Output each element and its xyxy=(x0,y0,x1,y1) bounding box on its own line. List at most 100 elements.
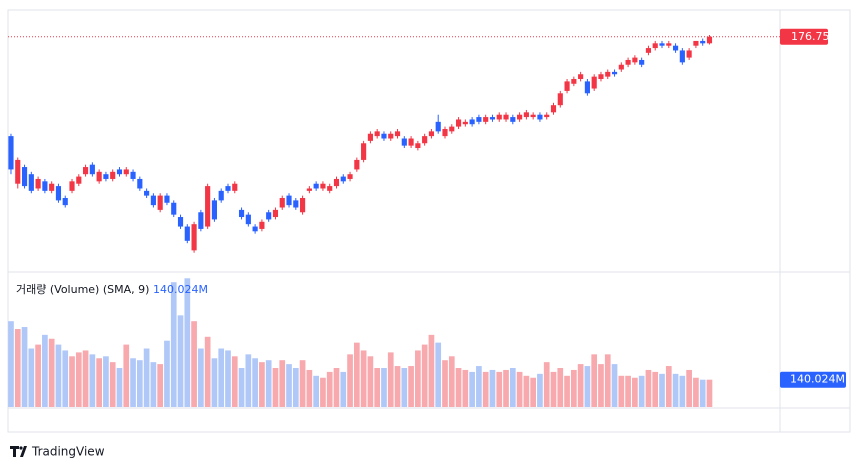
volume-bar xyxy=(374,367,381,407)
volume-bar xyxy=(204,336,211,407)
candle-body xyxy=(28,174,34,191)
candle-body xyxy=(449,126,455,132)
candle-body xyxy=(354,159,360,170)
candle-body xyxy=(659,43,665,46)
volume-bar xyxy=(577,364,584,407)
volume-bar xyxy=(598,364,604,407)
volume-bar xyxy=(503,369,509,407)
volume-bar xyxy=(699,379,706,407)
candle-body xyxy=(130,171,136,179)
candle-body xyxy=(333,178,340,187)
candle-body xyxy=(591,76,597,89)
brand: TradingView xyxy=(31,445,105,459)
candle-body xyxy=(211,200,218,220)
volume-bar xyxy=(245,354,252,407)
volume-bar xyxy=(686,369,692,407)
candle-body xyxy=(96,171,102,182)
candle-body xyxy=(103,174,109,179)
volume-bar xyxy=(428,334,435,407)
volume-bar xyxy=(347,354,353,407)
candle-body xyxy=(279,197,285,208)
volume-bar xyxy=(611,364,618,407)
volume-bar xyxy=(625,375,631,407)
volume-badge-label: 140.024M xyxy=(790,373,845,386)
volume-bar xyxy=(496,371,503,407)
volume-bar xyxy=(381,367,387,407)
volume-bar xyxy=(326,371,333,407)
volume-bar xyxy=(130,358,136,407)
volume-bar xyxy=(123,344,130,407)
volume-bar xyxy=(706,379,713,407)
candle-body xyxy=(171,202,177,215)
candle-body xyxy=(435,121,441,132)
volume-bar xyxy=(632,377,638,407)
volume-bar xyxy=(55,344,62,407)
volume-bar xyxy=(659,373,665,407)
volume-bar xyxy=(530,377,537,407)
volume-bar xyxy=(550,371,557,407)
volume-bar xyxy=(184,278,191,407)
candle-body xyxy=(306,188,312,191)
candle-body xyxy=(49,183,55,191)
candle-body xyxy=(42,181,48,191)
volume-bar xyxy=(28,348,35,407)
volume-bar xyxy=(259,362,265,407)
candle-body xyxy=(510,117,516,122)
volume-bar xyxy=(48,338,55,407)
volume-bar xyxy=(198,348,204,407)
volume-bar xyxy=(638,375,645,407)
candle-body xyxy=(611,71,618,75)
candle-body xyxy=(496,114,502,120)
volume-bar xyxy=(489,369,496,407)
candle-body xyxy=(455,119,462,127)
volume-bar xyxy=(299,360,306,407)
candle-body xyxy=(116,169,123,175)
volume-bar xyxy=(157,364,164,407)
volume-bar xyxy=(476,366,482,407)
candle-body xyxy=(21,167,28,187)
volume-bar xyxy=(442,360,448,407)
volume-bar xyxy=(415,350,421,407)
volume-bar xyxy=(482,371,489,407)
candle-body xyxy=(598,74,604,80)
candle-body xyxy=(361,143,367,160)
last-price-label: 176.75 xyxy=(791,30,830,43)
volume-bar xyxy=(82,350,89,407)
volume-bar xyxy=(333,367,340,407)
candle-body xyxy=(469,119,475,125)
volume-bar xyxy=(387,352,394,407)
volume-bar xyxy=(618,375,625,407)
candle-body xyxy=(374,131,380,137)
volume-bar xyxy=(421,344,428,407)
volume-bar xyxy=(570,369,577,407)
candle-body xyxy=(517,114,523,120)
volume-bar xyxy=(69,356,75,407)
candle-body xyxy=(564,81,570,91)
candle-body xyxy=(618,64,624,70)
candle-body xyxy=(259,221,265,229)
candle-body xyxy=(584,81,590,94)
volume-bar xyxy=(462,369,469,407)
volume-bar xyxy=(191,321,197,407)
candle-body xyxy=(69,181,75,191)
candle-body xyxy=(605,71,611,77)
candle-body xyxy=(483,117,489,122)
volume-bar xyxy=(279,360,286,407)
candle-body xyxy=(340,176,346,182)
volume-bar xyxy=(8,321,14,407)
volume-bar xyxy=(564,375,570,407)
volume-bar xyxy=(455,367,462,407)
volume-bar xyxy=(231,356,238,407)
candle-body xyxy=(293,200,299,208)
volume-bar xyxy=(225,350,231,407)
volume-bar xyxy=(523,375,530,407)
candle-body xyxy=(198,212,204,229)
volume-bar xyxy=(265,360,272,407)
candle-body xyxy=(388,133,394,139)
candle-body xyxy=(184,226,190,241)
candle-body xyxy=(157,195,163,210)
last-price-badge xyxy=(780,28,828,45)
volume-bar xyxy=(591,354,598,407)
candle-body xyxy=(686,50,692,58)
candle-body xyxy=(442,128,448,137)
